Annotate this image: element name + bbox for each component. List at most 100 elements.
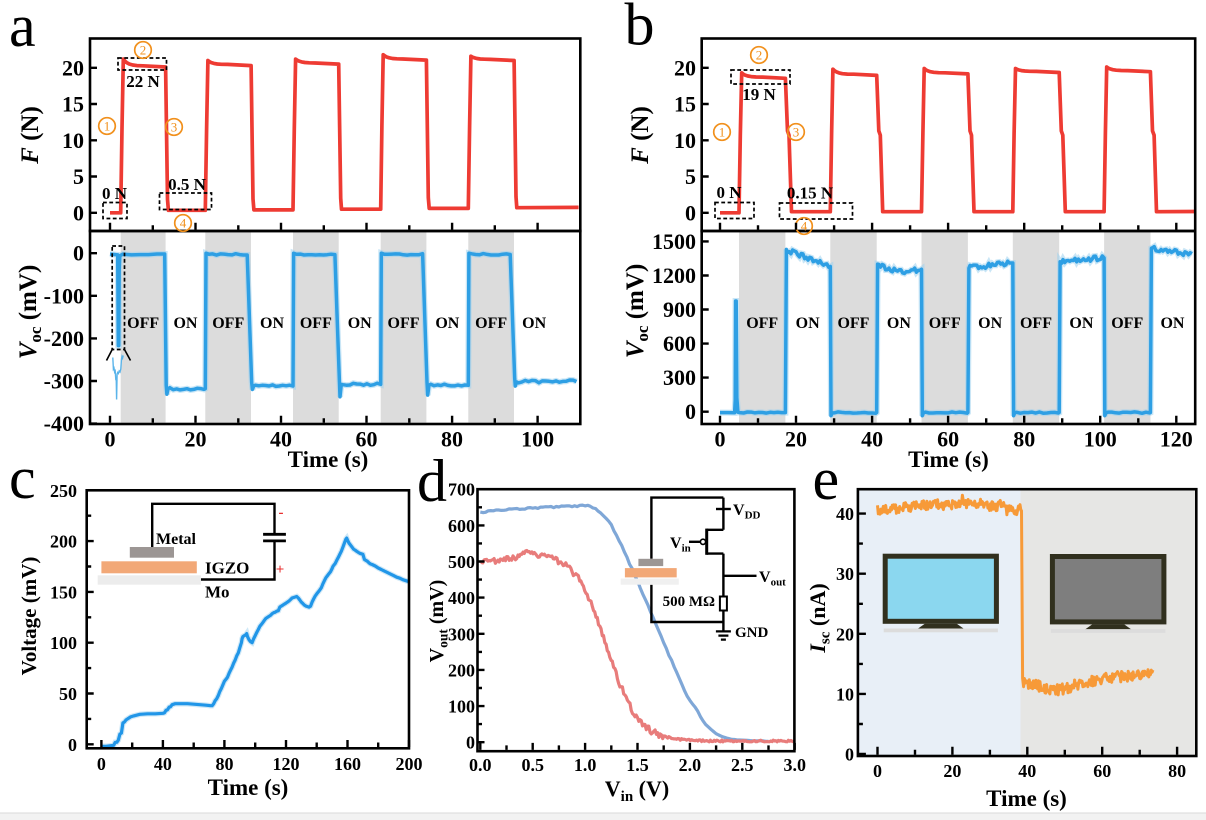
svg-text:80: 80	[441, 427, 463, 452]
svg-text:100: 100	[448, 697, 475, 717]
svg-text:600: 600	[663, 331, 696, 356]
svg-text:100: 100	[1084, 427, 1117, 452]
svg-text:100: 100	[521, 427, 554, 452]
svg-text:OFF: OFF	[388, 315, 420, 332]
svg-text:ON: ON	[1069, 315, 1093, 332]
svg-text:600: 600	[448, 516, 475, 536]
svg-text:ON: ON	[260, 315, 284, 332]
svg-text:60: 60	[356, 427, 378, 452]
svg-text:ON: ON	[978, 315, 1002, 332]
svg-text:0.0: 0.0	[469, 755, 492, 775]
svg-text:1: 1	[719, 125, 726, 140]
svg-text:OFF: OFF	[212, 315, 244, 332]
svg-text:e: e	[813, 446, 840, 512]
svg-text:0: 0	[105, 427, 116, 452]
svg-text:15: 15	[674, 92, 696, 117]
svg-text:0: 0	[715, 427, 726, 452]
svg-text:2: 2	[756, 48, 763, 63]
svg-text:1.5: 1.5	[626, 755, 649, 775]
svg-text:4: 4	[801, 219, 808, 234]
svg-text:Vin (V): Vin (V)	[605, 776, 669, 805]
svg-text:0 N: 0 N	[102, 184, 128, 203]
svg-text:Vout: Vout	[759, 569, 786, 589]
svg-text:400: 400	[448, 588, 475, 608]
svg-text:b: b	[625, 0, 655, 58]
svg-text:40: 40	[836, 504, 854, 524]
svg-text:ON: ON	[1160, 315, 1184, 332]
svg-text:Time (s): Time (s)	[986, 786, 1067, 811]
svg-text:20: 20	[836, 624, 854, 644]
svg-text:3.0: 3.0	[783, 755, 806, 775]
svg-text:160: 160	[334, 754, 361, 774]
svg-text:a: a	[9, 0, 36, 59]
svg-text:200: 200	[50, 532, 77, 552]
svg-text:20: 20	[943, 761, 961, 781]
svg-text:OFF: OFF	[929, 315, 961, 332]
svg-text:ON: ON	[887, 315, 911, 332]
svg-text:0: 0	[845, 745, 854, 765]
svg-text:0: 0	[97, 754, 106, 774]
svg-text:0: 0	[73, 241, 84, 266]
svg-text:ON: ON	[435, 315, 459, 332]
svg-text:5: 5	[685, 164, 696, 189]
svg-text:IGZO: IGZO	[205, 559, 249, 578]
svg-text:ON: ON	[522, 315, 546, 332]
svg-text:10: 10	[62, 128, 84, 153]
svg-text:120: 120	[272, 754, 299, 774]
svg-text:2.5: 2.5	[731, 755, 754, 775]
svg-text:22 N: 22 N	[126, 72, 160, 91]
svg-text:-400: -400	[44, 411, 84, 436]
svg-text:15: 15	[62, 92, 84, 117]
svg-text:Vout (mV): Vout (mV)	[426, 580, 451, 663]
svg-text:3: 3	[793, 125, 800, 140]
svg-text:OFF: OFF	[746, 315, 778, 332]
svg-text:VDD: VDD	[733, 502, 761, 522]
svg-text:0: 0	[73, 200, 84, 225]
svg-text:40: 40	[154, 754, 172, 774]
svg-text:0: 0	[685, 200, 696, 225]
svg-text:3: 3	[171, 120, 178, 135]
svg-text:300: 300	[663, 365, 696, 390]
svg-text:500 MΩ: 500 MΩ	[663, 594, 715, 610]
svg-text:OFF: OFF	[300, 315, 332, 332]
svg-text:200: 200	[448, 660, 475, 680]
svg-text:500: 500	[448, 552, 475, 572]
svg-text:ON: ON	[796, 315, 820, 332]
svg-text:OFF: OFF	[1111, 315, 1143, 332]
svg-text:2: 2	[140, 43, 147, 58]
svg-text:0: 0	[873, 761, 882, 781]
svg-text:-200: -200	[44, 326, 84, 351]
svg-text:1500: 1500	[652, 229, 696, 254]
svg-text:60: 60	[1093, 761, 1111, 781]
svg-text:100: 100	[50, 633, 77, 653]
svg-text:2.0: 2.0	[679, 755, 702, 775]
svg-text:Metal: Metal	[156, 531, 197, 548]
svg-text:0.5 N: 0.5 N	[168, 175, 207, 194]
svg-text:900: 900	[663, 297, 696, 322]
svg-text:700: 700	[448, 480, 475, 500]
svg-text:80: 80	[1013, 427, 1035, 452]
svg-text:10: 10	[674, 128, 696, 153]
svg-text:ON: ON	[173, 315, 197, 332]
svg-text:F (N): F (N)	[17, 106, 44, 165]
svg-text:1: 1	[104, 119, 111, 134]
svg-text:20: 20	[674, 55, 696, 80]
svg-text:4: 4	[180, 216, 187, 231]
svg-text:120: 120	[1160, 427, 1193, 452]
svg-text:Isc (nA): Isc (nA)	[805, 583, 834, 653]
svg-text:ON: ON	[348, 315, 372, 332]
svg-text:-100: -100	[44, 283, 84, 308]
svg-text:-: -	[279, 505, 284, 521]
svg-text:1200: 1200	[652, 263, 696, 288]
svg-text:40: 40	[1018, 761, 1036, 781]
svg-text:Voltage (mV): Voltage (mV)	[17, 557, 41, 676]
svg-text:-300: -300	[44, 369, 84, 394]
svg-text:80: 80	[1168, 761, 1186, 781]
svg-text:19 N: 19 N	[742, 85, 776, 104]
svg-text:Time (s): Time (s)	[288, 447, 369, 472]
svg-text:Voc (mV): Voc (mV)	[622, 264, 652, 359]
svg-text:60: 60	[937, 427, 959, 452]
svg-text:c: c	[9, 445, 36, 511]
svg-text:80: 80	[215, 754, 233, 774]
svg-text:1.0: 1.0	[574, 755, 597, 775]
